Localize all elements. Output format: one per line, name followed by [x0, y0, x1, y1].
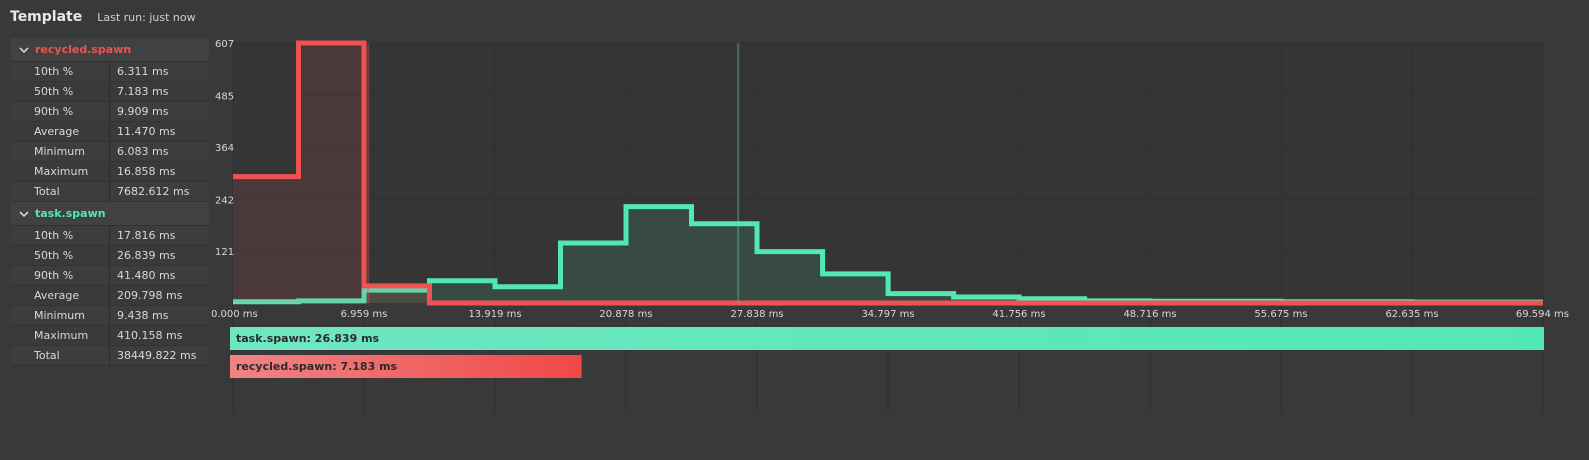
stat-label: Average	[11, 122, 110, 141]
y-tick-label: 364	[215, 143, 234, 154]
stat-value: 9.909 ms	[117, 105, 169, 118]
stat-label: Maximum	[11, 162, 110, 181]
stat-value: 26.839 ms	[117, 249, 176, 262]
stat-label: 10th %	[11, 226, 110, 245]
x-tick-label: 69.594 ms	[1516, 309, 1569, 320]
stat-value: 209.798 ms	[117, 289, 183, 302]
y-tick-label: 607	[215, 39, 234, 50]
group-name: recycled.spawn	[35, 43, 132, 56]
x-tick-label: 13.919 ms	[468, 309, 521, 320]
stat-row: 90th % 9.909 ms	[11, 102, 209, 122]
stat-value: 410.158 ms	[117, 329, 183, 342]
x-tick-label: 62.635 ms	[1385, 309, 1438, 320]
stat-row: 10th % 17.816 ms	[11, 226, 209, 246]
x-tick-label: 27.838 ms	[730, 309, 783, 320]
x-tick-label: 20.878 ms	[599, 309, 652, 320]
stat-label: Total	[11, 182, 110, 201]
group-name: task.spawn	[35, 207, 106, 220]
stats-group-task: task.spawn 10th % 17.816 ms 50th % 26.839 …	[11, 202, 209, 366]
stat-value: 6.083 ms	[117, 145, 169, 158]
stat-label: Minimum	[11, 142, 110, 161]
stat-row: Total 38449.822 ms	[11, 346, 209, 366]
stat-label: Total	[11, 346, 110, 365]
stat-value: 16.858 ms	[117, 165, 176, 178]
y-tick-label: 121	[215, 247, 234, 258]
x-tick-label: 55.675 ms	[1254, 309, 1307, 320]
median-bar-recycled-spawn	[230, 355, 582, 378]
stat-row: 50th % 26.839 ms	[11, 246, 209, 266]
stats-group-recycled: recycled.spawn 10th % 6.311 ms 50th % 7.18…	[11, 38, 209, 202]
last-run-status: Last run: just now	[97, 11, 196, 24]
header: Template Last run: just now	[10, 9, 196, 29]
x-tick-label: 48.716 ms	[1123, 309, 1176, 320]
median-bar-label: recycled.spawn: 7.183 ms	[236, 360, 398, 373]
group-header-task[interactable]: task.spawn	[11, 202, 209, 226]
series-line-recycled-spawn	[233, 40, 1543, 306]
group-header-recycled[interactable]: recycled.spawn	[11, 38, 209, 62]
stat-row: Average 209.798 ms	[11, 286, 209, 306]
stat-row: Maximum 410.158 ms	[11, 326, 209, 346]
stat-label: 50th %	[11, 246, 110, 265]
stat-row: 90th % 41.480 ms	[11, 266, 209, 286]
stat-row: 10th % 6.311 ms	[11, 62, 209, 82]
y-tick-label: 485	[215, 91, 234, 102]
stat-value: 6.311 ms	[117, 65, 169, 78]
stat-row: Maximum 16.858 ms	[11, 162, 209, 182]
stat-label: 90th %	[11, 266, 110, 285]
stat-value: 38449.822 ms	[117, 349, 197, 362]
stat-label: Maximum	[11, 326, 110, 345]
chevron-down-icon	[19, 210, 29, 217]
stat-value: 9.438 ms	[117, 309, 169, 322]
stats-panel: recycled.spawn 10th % 6.311 ms 50th % 7.18…	[11, 38, 209, 366]
stat-row: Average 11.470 ms	[11, 122, 209, 142]
stat-label: 50th %	[11, 82, 110, 101]
x-tick-label: 0.000 ms	[211, 309, 258, 320]
stat-value: 17.816 ms	[117, 229, 176, 242]
page-title: Template	[10, 9, 83, 25]
x-tick-label: 6.959 ms	[341, 309, 388, 320]
stat-label: Average	[11, 286, 110, 305]
stat-row: Minimum 6.083 ms	[11, 142, 209, 162]
stat-value: 7.183 ms	[117, 85, 169, 98]
median-bar-task-spawn	[230, 327, 1544, 350]
stat-row: 50th % 7.183 ms	[11, 82, 209, 102]
stat-row: Minimum 9.438 ms	[11, 306, 209, 326]
stat-label: 10th %	[11, 62, 110, 81]
stat-label: Minimum	[11, 306, 110, 325]
stat-row: Total 7682.612 ms	[11, 182, 209, 202]
stat-value: 41.480 ms	[117, 269, 176, 282]
median-bar-label: task.spawn: 26.839 ms	[236, 332, 380, 345]
chevron-down-icon	[19, 46, 29, 53]
y-tick-label: 242	[215, 195, 234, 206]
x-tick-label: 41.756 ms	[992, 309, 1045, 320]
stat-label: 90th %	[11, 102, 110, 121]
stat-value: 7682.612 ms	[117, 185, 190, 198]
x-tick-label: 34.797 ms	[861, 309, 914, 320]
stat-value: 11.470 ms	[117, 125, 176, 138]
